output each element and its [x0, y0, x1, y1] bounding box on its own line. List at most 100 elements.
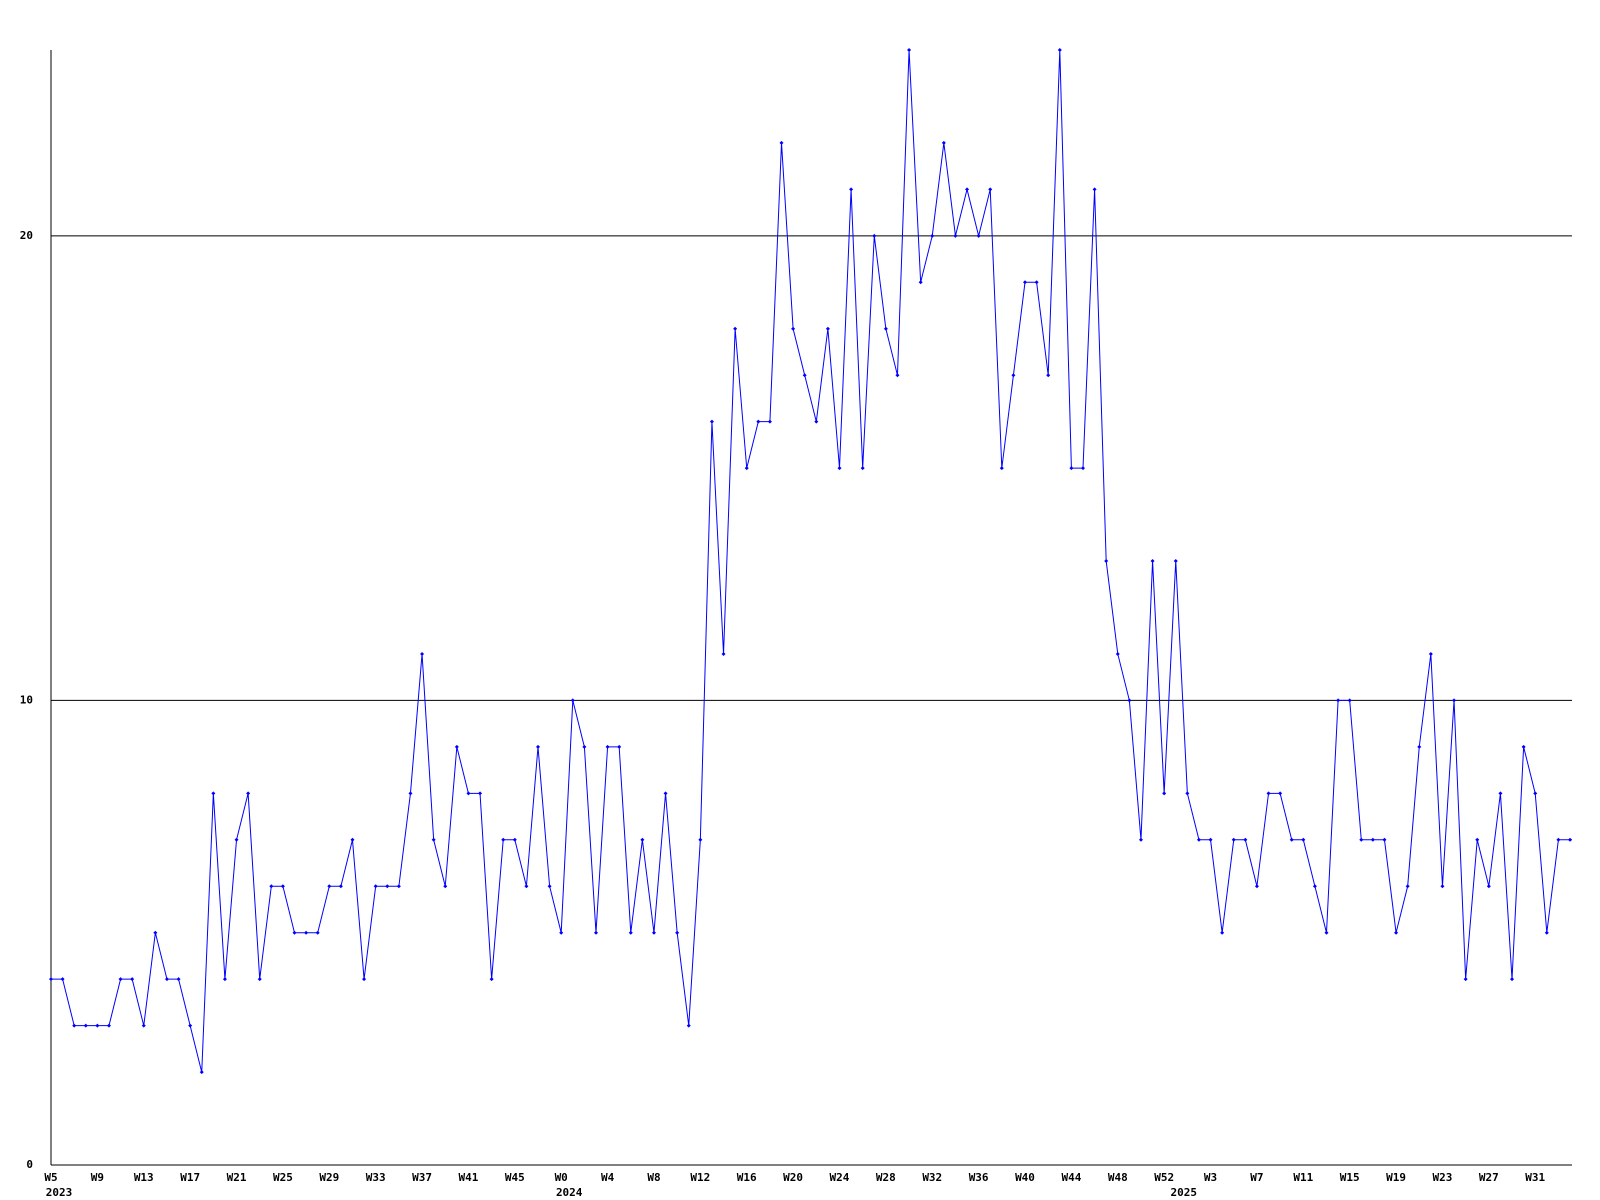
data-point [582, 744, 587, 749]
x-tick-label: W45 [505, 1171, 525, 1184]
data-point [918, 280, 923, 285]
data-point [362, 977, 367, 982]
x-tick-label: W8 [647, 1171, 660, 1184]
data-point [1208, 837, 1213, 842]
data-point [767, 419, 772, 424]
data-point [501, 837, 506, 842]
data-point [593, 930, 598, 935]
data-point [999, 466, 1004, 471]
data-point [536, 744, 541, 749]
data-point [1359, 837, 1364, 842]
data-point [640, 837, 645, 842]
data-point [547, 884, 552, 889]
data-point [1266, 791, 1271, 796]
data-point [1185, 791, 1190, 796]
data-point [396, 884, 401, 889]
data-point [1289, 837, 1294, 842]
data-point [489, 977, 494, 982]
data-point [605, 744, 610, 749]
data-point [234, 837, 239, 842]
data-point [988, 187, 993, 192]
data-point [1452, 698, 1457, 703]
x-tick-label: W27 [1479, 1171, 1499, 1184]
data-point [350, 837, 355, 842]
x-tick-label: W16 [737, 1171, 757, 1184]
data-point [1556, 837, 1561, 842]
data-point [1138, 837, 1143, 842]
x-tick-label: W40 [1015, 1171, 1035, 1184]
data-point [907, 48, 912, 52]
data-point [756, 419, 761, 424]
data-point [802, 373, 807, 378]
data-point [164, 977, 169, 982]
x-tick-label: W4 [601, 1171, 615, 1184]
data-point [1220, 930, 1225, 935]
data-point [1440, 884, 1445, 889]
data-point [1057, 48, 1062, 52]
x-tick-label: W32 [922, 1171, 942, 1184]
data-point [1394, 930, 1399, 935]
data-point [420, 651, 425, 656]
data-point [443, 884, 448, 889]
data-point [1196, 837, 1201, 842]
data-point [941, 140, 946, 145]
data-point [304, 930, 309, 935]
data-point [246, 791, 251, 796]
x-year-label: 2023 [46, 1186, 73, 1199]
data-point [1278, 791, 1283, 796]
data-point [570, 698, 575, 703]
data-point [1521, 744, 1526, 749]
x-tick-label: W23 [1433, 1171, 1453, 1184]
data-point [222, 977, 227, 982]
data-point [454, 744, 459, 749]
x-year-label: 2025 [1171, 1186, 1198, 1199]
data-point [628, 930, 633, 935]
x-tick-label: W37 [412, 1171, 432, 1184]
data-point [327, 884, 332, 889]
data-point [825, 326, 830, 331]
data-point [744, 466, 749, 471]
data-point [698, 837, 703, 842]
y-tick-label: 20 [20, 229, 33, 242]
data-point [1173, 559, 1178, 564]
x-tick-label: W25 [273, 1171, 293, 1184]
data-point [1162, 791, 1167, 796]
data-point [373, 884, 378, 889]
data-point [199, 1070, 204, 1075]
data-point [1405, 884, 1410, 889]
data-point [883, 326, 888, 331]
data-point [211, 791, 216, 796]
data-point [466, 791, 471, 796]
x-tick-label: W36 [969, 1171, 989, 1184]
data-point [1092, 187, 1097, 192]
data-point [814, 419, 819, 424]
x-tick-label: W17 [180, 1171, 200, 1184]
data-point [1370, 837, 1375, 842]
data-point [733, 326, 738, 331]
data-point [930, 233, 935, 238]
x-tick-label: W9 [91, 1171, 104, 1184]
x-tick-label: W29 [319, 1171, 339, 1184]
data-point [60, 977, 65, 982]
data-point [1324, 930, 1329, 935]
data-point [1544, 930, 1549, 935]
data-point [106, 1023, 111, 1028]
data-point [1150, 559, 1155, 564]
data-point [617, 744, 622, 749]
x-tick-label: W31 [1525, 1171, 1545, 1184]
x-tick-label: W12 [690, 1171, 710, 1184]
data-point [478, 791, 483, 796]
data-point [1023, 280, 1028, 285]
x-tick-label: W28 [876, 1171, 896, 1184]
data-point [95, 1023, 100, 1028]
data-point [709, 419, 714, 424]
data-point [269, 884, 274, 889]
data-point [1127, 698, 1132, 703]
data-point [849, 187, 854, 192]
x-tick-label: W44 [1061, 1171, 1081, 1184]
data-point [976, 233, 981, 238]
data-point [1428, 651, 1433, 656]
data-point [791, 326, 796, 331]
